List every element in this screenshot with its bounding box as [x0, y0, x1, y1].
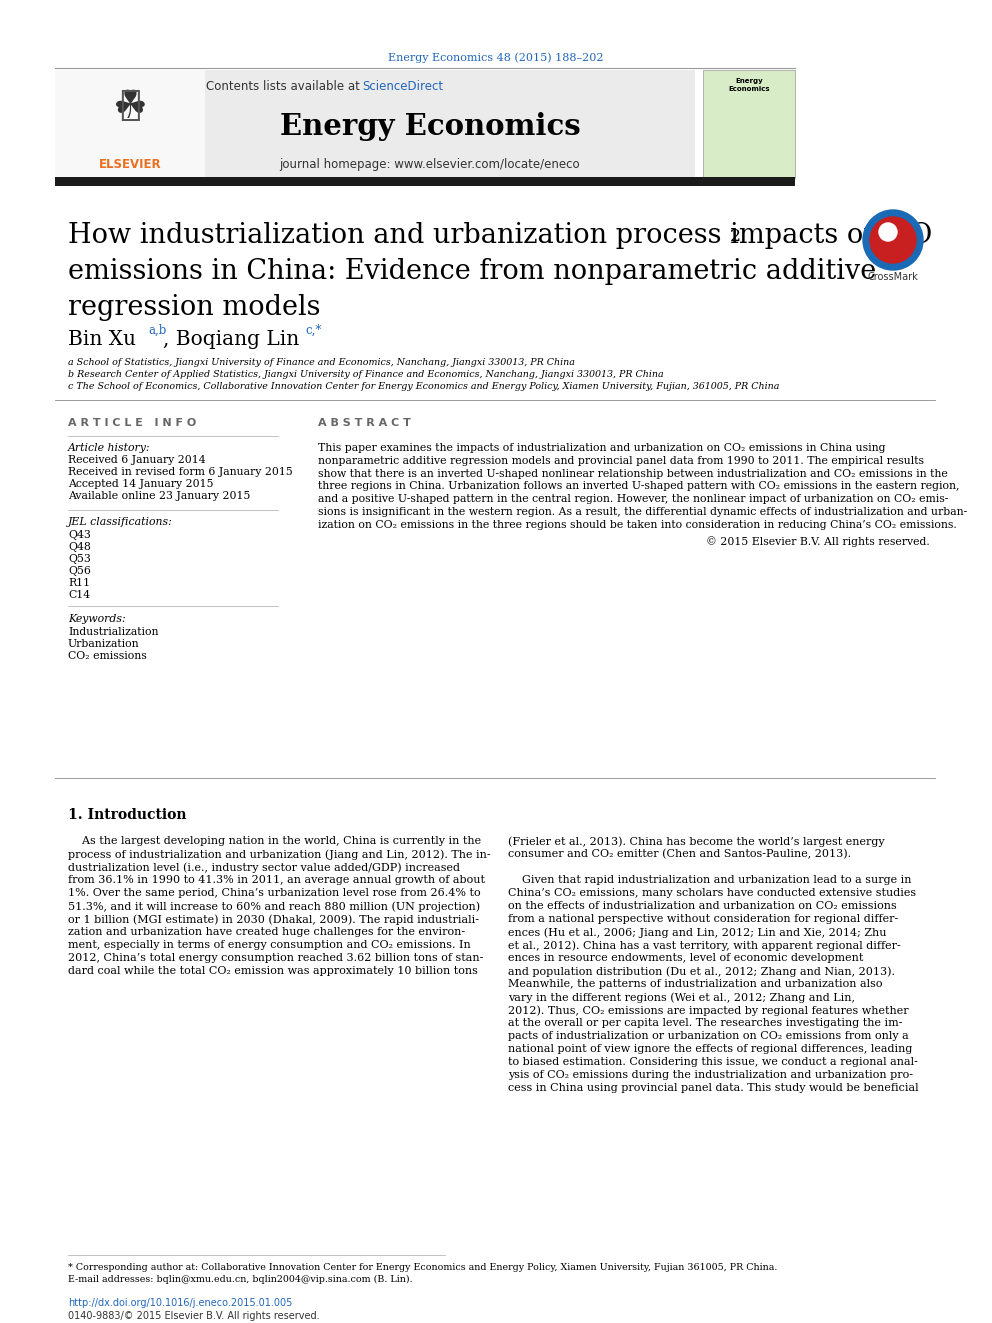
Text: Received 6 January 2014: Received 6 January 2014 [68, 455, 205, 464]
Text: ences (Hu et al., 2006; Jiang and Lin, 2012; Lin and Xie, 2014; Zhu: ences (Hu et al., 2006; Jiang and Lin, 2… [508, 927, 887, 938]
Text: at the overall or per capita level. The researches investigating the im-: at the overall or per capita level. The … [508, 1017, 903, 1028]
Text: ELSEVIER: ELSEVIER [98, 157, 162, 171]
Text: Q48: Q48 [68, 542, 91, 552]
Text: national point of view ignore the effects of regional differences, leading: national point of view ignore the effect… [508, 1044, 913, 1054]
Text: (Frieler et al., 2013). China has become the world’s largest energy: (Frieler et al., 2013). China has become… [508, 836, 885, 847]
Circle shape [870, 217, 916, 263]
Text: R11: R11 [68, 578, 90, 587]
Text: , Boqiang Lin: , Boqiang Lin [163, 329, 300, 349]
Text: to biased estimation. Considering this issue, we conduct a regional anal-: to biased estimation. Considering this i… [508, 1057, 918, 1068]
Text: JEL classifications:: JEL classifications: [68, 517, 173, 527]
Text: Accepted 14 January 2015: Accepted 14 January 2015 [68, 479, 213, 490]
Text: Q56: Q56 [68, 566, 91, 576]
Text: journal homepage: www.elsevier.com/locate/eneco: journal homepage: www.elsevier.com/locat… [280, 157, 580, 171]
Text: Meanwhile, the patterns of industrialization and urbanization also: Meanwhile, the patterns of industrializa… [508, 979, 883, 990]
Text: 🌲: 🌲 [119, 89, 141, 122]
Text: Energy: Energy [735, 78, 763, 83]
Text: 0140-9883/© 2015 Elsevier B.V. All rights reserved.: 0140-9883/© 2015 Elsevier B.V. All right… [68, 1311, 319, 1320]
Text: three regions in China. Urbanization follows an inverted U-shaped pattern with C: three regions in China. Urbanization fol… [318, 482, 959, 491]
Text: ☘: ☘ [112, 89, 148, 126]
Text: b Research Center of Applied Statistics, Jiangxi University of Finance and Econo: b Research Center of Applied Statistics,… [68, 370, 664, 378]
Text: 51.3%, and it will increase to 60% and reach 880 million (UN projection): 51.3%, and it will increase to 60% and r… [68, 901, 480, 912]
Text: E-mail addresses: bqlin@xmu.edu.cn, bqlin2004@vip.sina.com (B. Lin).: E-mail addresses: bqlin@xmu.edu.cn, bqli… [68, 1275, 413, 1285]
Text: vary in the different regions (Wei et al., 2012; Zhang and Lin,: vary in the different regions (Wei et al… [508, 992, 855, 1003]
FancyBboxPatch shape [55, 177, 795, 187]
Text: Urbanization: Urbanization [68, 639, 140, 650]
Text: a,b: a,b [148, 324, 167, 337]
Text: http://dx.doi.org/10.1016/j.eneco.2015.01.005: http://dx.doi.org/10.1016/j.eneco.2015.0… [68, 1298, 293, 1308]
Text: dustrialization level (i.e., industry sector value added/GDP) increased: dustrialization level (i.e., industry se… [68, 863, 460, 873]
Circle shape [879, 224, 897, 241]
Text: pacts of industrialization or urbanization on CO₂ emissions from only a: pacts of industrialization or urbanizati… [508, 1031, 909, 1041]
Text: and population distribution (Du et al., 2012; Zhang and Nian, 2013).: and population distribution (Du et al., … [508, 966, 895, 976]
Text: ization on CO₂ emissions in the three regions should be taken into consideration: ization on CO₂ emissions in the three re… [318, 520, 956, 529]
Text: As the largest developing nation in the world, China is currently in the: As the largest developing nation in the … [68, 836, 481, 845]
Text: dard coal while the total CO₂ emission was approximately 10 billion tons: dard coal while the total CO₂ emission w… [68, 966, 478, 976]
Text: from a national perspective without consideration for regional differ-: from a national perspective without cons… [508, 914, 898, 923]
Text: This paper examines the impacts of industrialization and urbanization on CO₂ emi: This paper examines the impacts of indus… [318, 443, 886, 452]
Text: consumer and CO₂ emitter (Chen and Santos-Pauline, 2013).: consumer and CO₂ emitter (Chen and Santo… [508, 849, 851, 860]
Text: * Corresponding author at: Collaborative Innovation Center for Energy Economics : * Corresponding author at: Collaborative… [68, 1263, 778, 1271]
Text: process of industrialization and urbanization (Jiang and Lin, 2012). The in-: process of industrialization and urbaniz… [68, 849, 491, 860]
Text: Economics: Economics [728, 86, 770, 93]
Text: How industrialization and urbanization process impacts on CO: How industrialization and urbanization p… [68, 222, 932, 249]
FancyBboxPatch shape [55, 70, 205, 179]
Text: ences in resource endowments, level of economic development: ences in resource endowments, level of e… [508, 953, 863, 963]
FancyBboxPatch shape [703, 70, 795, 179]
Text: a School of Statistics, Jiangxi University of Finance and Economics, Nanchang, J: a School of Statistics, Jiangxi Universi… [68, 359, 575, 366]
Text: 2: 2 [730, 228, 741, 245]
Text: from 36.1% in 1990 to 41.3% in 2011, an average annual growth of about: from 36.1% in 1990 to 41.3% in 2011, an … [68, 875, 485, 885]
Text: sions is insignificant in the western region. As a result, the differential dyna: sions is insignificant in the western re… [318, 507, 967, 517]
Text: CO₂ emissions: CO₂ emissions [68, 651, 147, 662]
Text: Available online 23 January 2015: Available online 23 January 2015 [68, 491, 250, 501]
Text: cess in China using provincial panel data. This study would be beneficial: cess in China using provincial panel dat… [508, 1084, 919, 1093]
Text: zation and urbanization have created huge challenges for the environ-: zation and urbanization have created hug… [68, 927, 465, 937]
Text: et al., 2012). China has a vast territory, with apparent regional differ-: et al., 2012). China has a vast territor… [508, 941, 901, 950]
Text: Q53: Q53 [68, 554, 91, 564]
Text: Keywords:: Keywords: [68, 614, 126, 624]
Text: 1. Introduction: 1. Introduction [68, 808, 186, 822]
Circle shape [863, 210, 923, 270]
Text: Energy Economics: Energy Economics [280, 112, 580, 142]
Text: Contents lists available at: Contents lists available at [206, 79, 360, 93]
Text: Energy Economics 48 (2015) 188–202: Energy Economics 48 (2015) 188–202 [388, 52, 604, 62]
FancyBboxPatch shape [55, 70, 695, 179]
Text: 1%. Over the same period, China’s urbanization level rose from 26.4% to: 1%. Over the same period, China’s urbani… [68, 888, 481, 898]
Text: A B S T R A C T: A B S T R A C T [318, 418, 411, 429]
Text: Received in revised form 6 January 2015: Received in revised form 6 January 2015 [68, 467, 293, 478]
Text: nonparametric additive regression models and provincial panel data from 1990 to : nonparametric additive regression models… [318, 456, 924, 466]
Text: c,*: c,* [305, 324, 321, 337]
Text: emissions in China: Evidence from nonparametric additive: emissions in China: Evidence from nonpar… [68, 258, 876, 284]
Text: 2012, China’s total energy consumption reached 3.62 billion tons of stan-: 2012, China’s total energy consumption r… [68, 953, 483, 963]
Text: regression models: regression models [68, 294, 320, 321]
Text: on the effects of industrialization and urbanization on CO₂ emissions: on the effects of industrialization and … [508, 901, 897, 912]
Text: Given that rapid industrialization and urbanization lead to a surge in: Given that rapid industrialization and u… [508, 875, 912, 885]
Text: 2012). Thus, CO₂ emissions are impacted by regional features whether: 2012). Thus, CO₂ emissions are impacted … [508, 1005, 909, 1016]
Text: ment, especially in terms of energy consumption and CO₂ emissions. In: ment, especially in terms of energy cons… [68, 941, 471, 950]
Text: show that there is an inverted U-shaped nonlinear relationship between industria: show that there is an inverted U-shaped … [318, 468, 947, 479]
Text: C14: C14 [68, 590, 90, 601]
Text: ScienceDirect: ScienceDirect [362, 79, 443, 93]
Text: Article history:: Article history: [68, 443, 151, 452]
Text: China’s CO₂ emissions, many scholars have conducted extensive studies: China’s CO₂ emissions, many scholars hav… [508, 888, 917, 898]
Text: © 2015 Elsevier B.V. All rights reserved.: © 2015 Elsevier B.V. All rights reserved… [706, 537, 930, 548]
Text: A R T I C L E   I N F O: A R T I C L E I N F O [68, 418, 196, 429]
Text: Bin Xu: Bin Xu [68, 329, 136, 349]
Text: or 1 billion (MGI estimate) in 2030 (Dhakal, 2009). The rapid industriali-: or 1 billion (MGI estimate) in 2030 (Dha… [68, 914, 479, 925]
Text: CrossMark: CrossMark [868, 273, 919, 282]
Text: ysis of CO₂ emissions during the industrialization and urbanization pro-: ysis of CO₂ emissions during the industr… [508, 1070, 913, 1080]
Text: and a positive U-shaped pattern in the central region. However, the nonlinear im: and a positive U-shaped pattern in the c… [318, 495, 948, 504]
Text: c The School of Economics, Collaborative Innovation Center for Energy Economics : c The School of Economics, Collaborative… [68, 382, 780, 392]
Text: Q43: Q43 [68, 531, 91, 540]
Text: Industrialization: Industrialization [68, 627, 159, 636]
